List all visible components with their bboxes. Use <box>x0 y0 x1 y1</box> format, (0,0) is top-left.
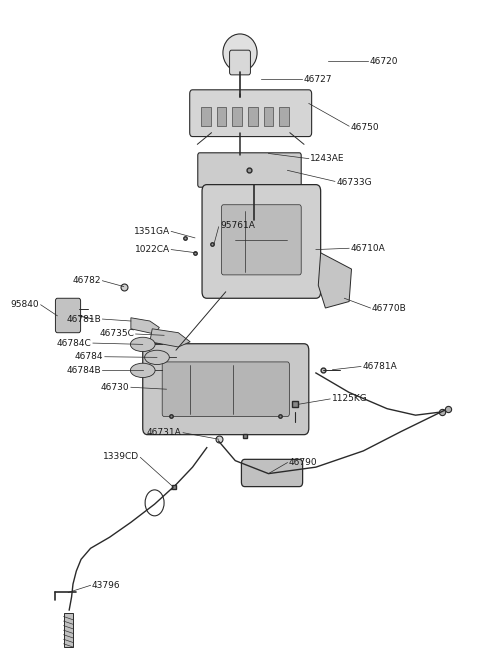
Text: 95761A: 95761A <box>220 221 255 230</box>
Ellipse shape <box>144 350 169 365</box>
Text: 46750: 46750 <box>350 123 379 132</box>
Polygon shape <box>131 318 159 334</box>
Text: 46784C: 46784C <box>57 339 92 348</box>
Text: 1125KG: 1125KG <box>332 394 367 403</box>
Bar <box>201 107 211 126</box>
Polygon shape <box>150 329 190 347</box>
Text: 46731A: 46731A <box>147 428 181 437</box>
Text: 46733G: 46733G <box>336 178 372 187</box>
Bar <box>232 107 242 126</box>
Bar <box>279 107 289 126</box>
Text: 46781A: 46781A <box>362 362 397 371</box>
Text: 1022CA: 1022CA <box>135 245 170 254</box>
Text: 46770B: 46770B <box>372 304 407 313</box>
Text: 46784B: 46784B <box>66 366 101 375</box>
Polygon shape <box>63 613 73 647</box>
FancyBboxPatch shape <box>162 362 289 417</box>
Text: 1351GA: 1351GA <box>133 227 170 236</box>
Text: 46784: 46784 <box>75 352 103 361</box>
Ellipse shape <box>223 34 257 71</box>
Ellipse shape <box>131 337 155 352</box>
Text: 46782: 46782 <box>72 276 101 285</box>
Polygon shape <box>318 253 351 308</box>
Text: 46720: 46720 <box>370 57 398 66</box>
Text: 46735C: 46735C <box>99 329 134 339</box>
FancyBboxPatch shape <box>241 459 302 487</box>
FancyBboxPatch shape <box>198 153 301 187</box>
FancyBboxPatch shape <box>143 344 309 435</box>
Bar <box>248 107 258 126</box>
Text: 46727: 46727 <box>303 75 332 84</box>
Text: 46790: 46790 <box>289 458 317 467</box>
FancyBboxPatch shape <box>190 90 312 136</box>
Text: 43796: 43796 <box>92 581 120 590</box>
FancyBboxPatch shape <box>202 185 321 298</box>
Bar <box>264 107 273 126</box>
FancyBboxPatch shape <box>56 298 81 333</box>
FancyBboxPatch shape <box>221 205 301 275</box>
FancyBboxPatch shape <box>229 50 251 75</box>
Ellipse shape <box>131 364 155 377</box>
Text: 46710A: 46710A <box>350 244 385 253</box>
Bar <box>217 107 226 126</box>
Text: 46730: 46730 <box>101 383 130 392</box>
Text: 95840: 95840 <box>11 300 39 309</box>
Text: 1243AE: 1243AE <box>310 154 345 163</box>
Text: 1339CD: 1339CD <box>103 451 139 460</box>
Text: 46781B: 46781B <box>66 314 101 324</box>
